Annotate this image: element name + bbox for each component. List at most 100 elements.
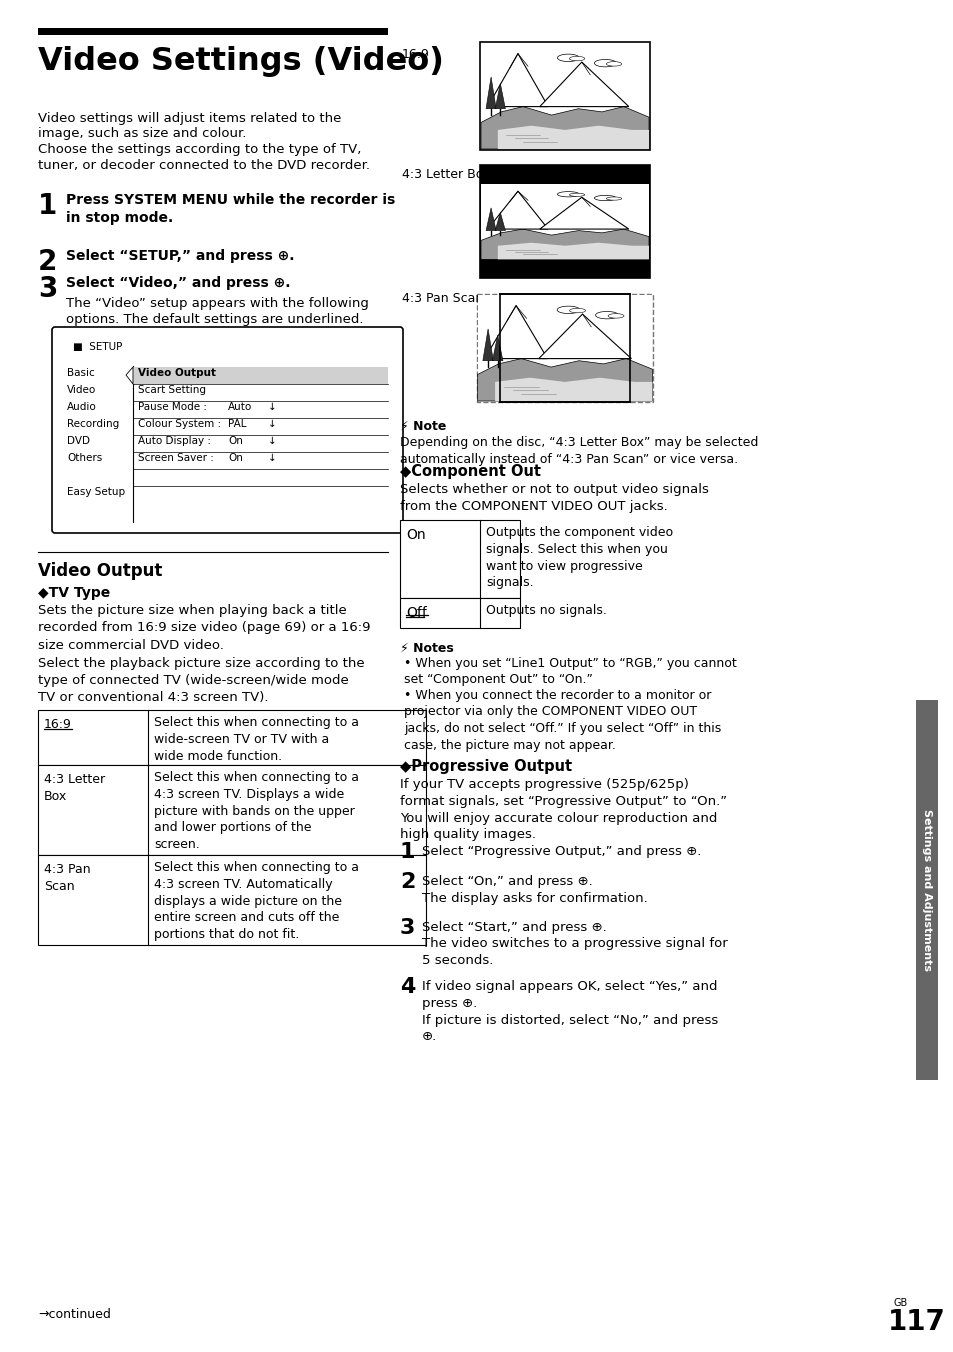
Text: On: On — [228, 453, 243, 462]
Polygon shape — [495, 377, 652, 402]
Text: Colour System :: Colour System : — [138, 419, 221, 429]
Text: tuner, or decoder connected to the DVD recorder.: tuner, or decoder connected to the DVD r… — [38, 158, 370, 172]
Ellipse shape — [594, 196, 616, 200]
Polygon shape — [477, 358, 652, 402]
Text: Others: Others — [67, 453, 102, 462]
Text: Select this when connecting to a
4:3 screen TV. Displays a wide
picture with ban: Select this when connecting to a 4:3 scr… — [153, 771, 358, 852]
Text: ⚡ Notes: ⚡ Notes — [399, 642, 454, 654]
Text: If your TV accepts progressive (525p/625p)
format signals, set “Progressive Outp: If your TV accepts progressive (525p/625… — [399, 777, 726, 841]
Text: Video Output: Video Output — [38, 562, 162, 580]
Text: Select “Start,” and press ⊕.
The video switches to a progressive signal for
5 se: Select “Start,” and press ⊕. The video s… — [421, 921, 727, 967]
Text: Depending on the disc, “4:3 Letter Box” may be selected
automatically instead of: Depending on the disc, “4:3 Letter Box” … — [399, 435, 758, 465]
Text: Video Output: Video Output — [138, 368, 215, 379]
Text: Select this when connecting to a
wide-screen TV or TV with a
wide mode function.: Select this when connecting to a wide-sc… — [153, 717, 358, 763]
Text: • When you set “Line1 Output” to “RGB,” you cannot
set “Component Out” to “On.”: • When you set “Line1 Output” to “RGB,” … — [403, 657, 736, 687]
Text: ⚡ Note: ⚡ Note — [399, 420, 446, 433]
Polygon shape — [495, 84, 505, 108]
Text: ↓: ↓ — [268, 453, 276, 462]
Text: On: On — [406, 529, 425, 542]
Text: image, such as size and colour.: image, such as size and colour. — [38, 127, 246, 141]
Bar — [499, 293, 629, 402]
Text: Select “On,” and press ⊕.
The display asks for confirmation.: Select “On,” and press ⊕. The display as… — [421, 876, 647, 906]
Polygon shape — [482, 329, 493, 361]
Text: 1: 1 — [38, 192, 57, 220]
Bar — [479, 165, 649, 279]
Text: Video settings will adjust items related to the: Video settings will adjust items related… — [38, 112, 341, 124]
Text: 3: 3 — [38, 274, 57, 303]
Polygon shape — [538, 314, 631, 358]
Text: 2: 2 — [38, 247, 57, 276]
Text: ↓: ↓ — [268, 435, 276, 446]
Text: ◆Progressive Output: ◆Progressive Output — [399, 758, 572, 773]
Text: ◆TV Type: ◆TV Type — [38, 585, 111, 600]
Ellipse shape — [606, 197, 621, 200]
Text: Auto: Auto — [228, 402, 252, 412]
Polygon shape — [492, 335, 502, 361]
Ellipse shape — [569, 57, 584, 61]
Bar — [399, 521, 519, 598]
Text: Selects whether or not to output video signals
from the COMPONENT VIDEO OUT jack: Selects whether or not to output video s… — [399, 483, 708, 512]
Polygon shape — [487, 191, 548, 228]
Polygon shape — [539, 197, 628, 228]
Text: 4: 4 — [399, 977, 415, 996]
Bar — [499, 293, 629, 402]
Ellipse shape — [607, 314, 623, 318]
Polygon shape — [497, 126, 648, 149]
Text: 2: 2 — [399, 872, 415, 892]
Ellipse shape — [569, 308, 585, 312]
Text: 4:3 Letter Box: 4:3 Letter Box — [401, 168, 490, 181]
Ellipse shape — [569, 193, 584, 196]
Text: Select “Video,” and press ⊕.: Select “Video,” and press ⊕. — [66, 276, 291, 289]
Polygon shape — [126, 366, 132, 384]
Bar — [477, 295, 652, 402]
Text: ◆Component Out: ◆Component Out — [399, 464, 540, 479]
Text: Video Settings (Video): Video Settings (Video) — [38, 46, 443, 77]
Text: Press SYSTEM MENU while the recorder is
in stop mode.: Press SYSTEM MENU while the recorder is … — [66, 193, 395, 224]
Bar — [399, 598, 519, 627]
Text: Video: Video — [67, 385, 96, 395]
Text: Off: Off — [406, 606, 426, 621]
Text: Sets the picture size when playing back a title
recorded from 16:9 size video (p: Sets the picture size when playing back … — [38, 604, 370, 704]
FancyBboxPatch shape — [52, 327, 402, 533]
Ellipse shape — [595, 311, 618, 319]
Text: Auto Display :: Auto Display : — [138, 435, 211, 446]
Ellipse shape — [606, 62, 621, 66]
Bar — [480, 184, 648, 260]
Text: If video signal appears OK, select “Yes,” and
press ⊕.
If picture is distorted, : If video signal appears OK, select “Yes,… — [421, 980, 718, 1044]
Bar — [480, 184, 648, 260]
Polygon shape — [485, 208, 496, 231]
Text: 16:9: 16:9 — [401, 49, 430, 61]
Text: Audio: Audio — [67, 402, 96, 412]
Text: Recording: Recording — [67, 419, 119, 429]
Text: 3: 3 — [399, 918, 415, 937]
Polygon shape — [539, 62, 628, 107]
Polygon shape — [495, 212, 505, 231]
Text: PAL: PAL — [228, 419, 246, 429]
Bar — [480, 43, 648, 149]
Text: Select this when connecting to a
4:3 screen TV. Automatically
displays a wide pi: Select this when connecting to a 4:3 scr… — [153, 861, 358, 941]
Text: DVD: DVD — [67, 435, 90, 446]
Text: • When you connect the recorder to a monitor or
projector via only the COMPONENT: • When you connect the recorder to a mon… — [403, 690, 720, 752]
Polygon shape — [484, 306, 547, 358]
Polygon shape — [480, 107, 648, 149]
Text: 4:3 Pan Scan: 4:3 Pan Scan — [401, 292, 483, 306]
Polygon shape — [497, 243, 648, 260]
Bar — [38, 765, 426, 854]
Ellipse shape — [557, 54, 578, 62]
Text: Settings and Adjustments: Settings and Adjustments — [921, 808, 931, 971]
Text: Pause Mode :: Pause Mode : — [138, 402, 207, 412]
Text: Scart Setting: Scart Setting — [138, 385, 206, 395]
Text: 4:3 Pan
Scan: 4:3 Pan Scan — [44, 863, 91, 892]
Ellipse shape — [594, 59, 616, 66]
Text: 16:9: 16:9 — [44, 718, 71, 731]
Text: 117: 117 — [887, 1307, 944, 1336]
Text: Select “Progressive Output,” and press ⊕.: Select “Progressive Output,” and press ⊕… — [421, 845, 700, 859]
Polygon shape — [487, 54, 548, 107]
Bar — [479, 42, 649, 150]
Text: Choose the settings according to the type of TV,: Choose the settings according to the typ… — [38, 143, 361, 155]
Text: Basic: Basic — [67, 368, 94, 379]
Text: Select “SETUP,” and press ⊕.: Select “SETUP,” and press ⊕. — [66, 249, 294, 264]
Text: 1: 1 — [399, 842, 416, 863]
Bar — [132, 366, 388, 384]
Text: Easy Setup: Easy Setup — [67, 487, 125, 498]
